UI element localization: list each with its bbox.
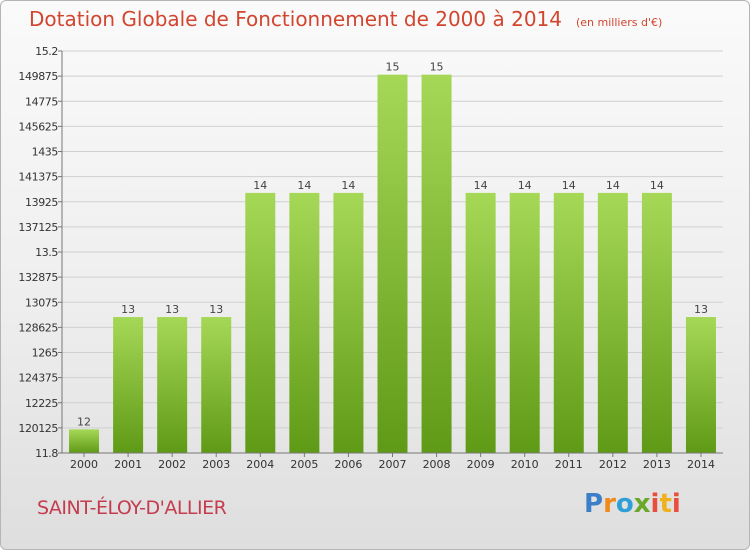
y-tick-label: 145625 (18, 120, 58, 133)
x-tick-label: 2014 (687, 458, 715, 471)
y-tick-label: 141375 (18, 171, 58, 184)
y-tick-label: 149875 (18, 70, 58, 83)
logo-letter: r (603, 489, 616, 519)
data-label: 14 (297, 179, 311, 192)
logo-letter: t (659, 489, 672, 519)
chart-header: Dotation Globale de Fonctionnement de 20… (29, 7, 662, 31)
bar (597, 192, 628, 453)
data-label: 14 (341, 179, 355, 192)
x-tick-label: 2005 (290, 458, 318, 471)
x-tick-label: 2000 (70, 458, 98, 471)
axes: 11.8 120125 12225 124375 1265 128625 13075 1328… (18, 45, 723, 471)
bar (157, 317, 188, 453)
bar (245, 192, 276, 453)
y-tick-label: 11.8 (35, 447, 58, 460)
bar (421, 74, 452, 453)
x-tick-label: 2012 (599, 458, 627, 471)
x-tick-label: 2007 (379, 458, 407, 471)
bars (69, 74, 716, 453)
bar (685, 317, 716, 453)
chart-title: Dotation Globale de Fonctionnement de 20… (29, 7, 562, 31)
data-label: 14 (253, 179, 267, 192)
chart-unit: (en milliers d'€) (576, 16, 663, 29)
data-label: 13 (694, 303, 708, 316)
data-label: 13 (209, 303, 223, 316)
y-tick-label: 13925 (25, 196, 58, 209)
data-label: 13 (165, 303, 179, 316)
x-tick-label: 2008 (423, 458, 451, 471)
bar (553, 192, 584, 453)
bar (641, 192, 672, 453)
x-tick-label: 2009 (467, 458, 495, 471)
y-tick-label: 1265 (32, 347, 59, 360)
x-tick-label: 2003 (202, 458, 230, 471)
y-tick-label: 14775 (25, 95, 58, 108)
bar (465, 192, 496, 453)
data-label: 14 (606, 179, 620, 192)
y-tick-label: 137125 (18, 221, 58, 234)
logo-letter: i (650, 489, 660, 519)
data-label: 14 (562, 179, 576, 192)
x-tick-label: 2006 (334, 458, 362, 471)
proxiti-logo: Proxiti (584, 489, 681, 519)
data-label: 14 (474, 179, 488, 192)
x-tick-label: 2010 (511, 458, 539, 471)
y-tick-label: 120125 (18, 422, 58, 435)
logo-letter: P (584, 489, 604, 519)
y-tick-label: 128625 (18, 321, 58, 334)
y-tick-label: 12225 (25, 397, 58, 410)
bar (377, 74, 408, 453)
data-label: 13 (121, 303, 135, 316)
x-tick-label: 2013 (643, 458, 671, 471)
bar (113, 317, 144, 453)
y-tick-label: 13.5 (35, 246, 58, 259)
data-label: 14 (518, 179, 532, 192)
y-tick-label: 124375 (18, 372, 58, 385)
y-tick-label: 15.2 (35, 45, 58, 58)
y-tick-label: 1435 (32, 146, 59, 159)
x-tick-label: 2011 (555, 458, 583, 471)
bar (333, 192, 364, 453)
bar (509, 192, 540, 453)
data-label: 15 (386, 61, 400, 74)
data-label: 14 (650, 179, 664, 192)
logo-letter: o (615, 489, 634, 519)
logo-letter: i (671, 489, 681, 519)
data-labels: 12 13 13 13 14 14 14 15 15 14 14 14 14 14 13 (77, 61, 708, 429)
data-label: 15 (430, 61, 444, 74)
y-tick-label: 132875 (18, 271, 58, 284)
y-tick-label: 13075 (25, 296, 58, 309)
logo-letter: x (633, 489, 651, 519)
data-label: 12 (77, 415, 91, 428)
commune-name: SAINT-ÉLOY-D'ALLIER (37, 497, 227, 519)
x-tick-label: 2004 (246, 458, 274, 471)
x-tick-label: 2002 (158, 458, 186, 471)
bar (289, 192, 320, 453)
bar (201, 317, 232, 453)
bar (69, 429, 100, 453)
x-tick-label: 2001 (114, 458, 142, 471)
